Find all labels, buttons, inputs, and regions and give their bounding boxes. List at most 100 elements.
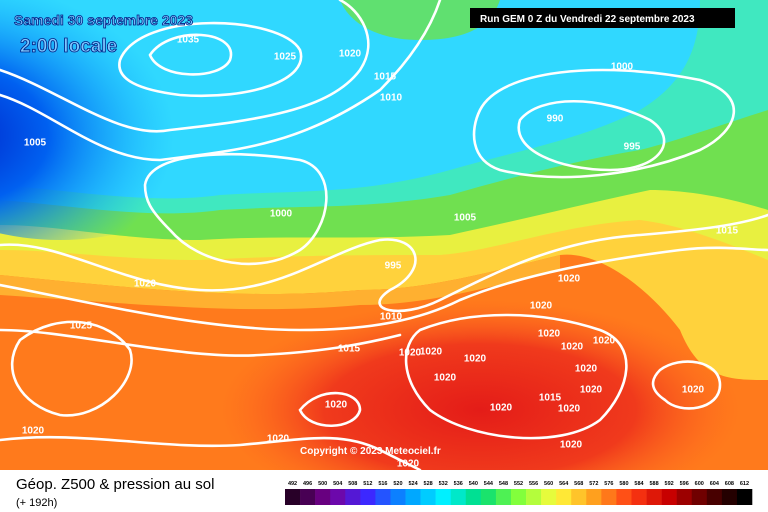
isobar-label: 1020 (464, 354, 487, 365)
isobar-label: 1015 (374, 72, 397, 83)
isobar-label: 1005 (454, 213, 477, 224)
legend-tick: 604 (710, 481, 720, 487)
legend-swatch (661, 489, 677, 505)
legend-swatch (541, 489, 557, 505)
legend-swatch (510, 489, 527, 505)
legend-tick: 532 (439, 481, 448, 487)
isobar-label: 1015 (716, 226, 739, 237)
legend-tick: 508 (348, 481, 357, 487)
isobar-label: 1020 (397, 459, 420, 470)
legend-tick: 596 (680, 481, 689, 487)
isobar-label: 1020 (134, 279, 157, 290)
run-info: Run GEM 0 Z du Vendredi 22 septembre 202… (480, 14, 695, 25)
legend-tick: 580 (619, 481, 628, 487)
legend-swatch (691, 489, 708, 505)
legend-tick: 528 (424, 481, 433, 487)
legend-swatch (285, 489, 301, 505)
legend-swatch (435, 489, 452, 505)
legend-tick: 520 (393, 481, 402, 487)
legend-swatch (390, 489, 406, 505)
isobar-label: 1005 (24, 138, 47, 149)
legend-swatch (616, 489, 632, 505)
legend-swatch (300, 489, 316, 505)
legend-tick: 588 (649, 481, 658, 487)
legend-swatch (330, 489, 346, 505)
isobar-label: 1020 (530, 301, 553, 312)
legend-tick: 568 (574, 481, 583, 487)
isobar-label: 1020 (558, 274, 581, 285)
isobar-label: 1020 (399, 348, 422, 359)
isobar-label: 1020 (593, 336, 616, 347)
legend-tick: 504 (333, 481, 343, 487)
isobar-label: 1010 (380, 93, 403, 104)
local-time: 2:00 locale (20, 36, 117, 57)
isobar-label: 1020 (325, 400, 348, 411)
legend-swatch (556, 489, 572, 505)
legend-tick: 572 (589, 481, 598, 487)
legend-tick: 492 (288, 481, 297, 487)
legend-tick: 524 (408, 481, 418, 487)
legend-swatch (480, 489, 497, 505)
footer-title: Géop. Z500 & pression au sol (16, 476, 214, 493)
legend-tick: 584 (634, 481, 644, 487)
isobar-label: 1000 (270, 209, 293, 220)
isobar-label: 1020 (575, 364, 598, 375)
isobar-label: 1025 (274, 52, 297, 63)
legend-swatch (405, 489, 421, 505)
legend-tick: 560 (544, 481, 553, 487)
isobar-label: 1035 (177, 35, 200, 46)
legend-tick: 548 (499, 481, 508, 487)
isobar-label: 995 (385, 261, 402, 272)
isobar-label: 1020 (580, 385, 603, 396)
isobar-label: 1015 (539, 393, 562, 404)
isobar-label: 1020 (22, 426, 45, 437)
legend-swatch (450, 489, 467, 505)
legend-swatch (721, 489, 738, 505)
legend-swatch (571, 489, 587, 505)
legend-swatch (676, 489, 693, 505)
legend-tick: 612 (740, 481, 749, 487)
isobar-label: 1020 (420, 347, 443, 358)
legend-swatch (345, 489, 361, 505)
legend-tick: 556 (529, 481, 538, 487)
legend-tick: 608 (725, 481, 734, 487)
legend-swatch (465, 489, 482, 505)
legend-tick: 536 (454, 481, 463, 487)
legend-swatch (375, 489, 391, 505)
legend: 492 496 500 504 508 512 516 520 524 528 532 536 540 5… (285, 481, 753, 505)
legend-swatch (631, 489, 647, 505)
legend-swatch (646, 489, 662, 505)
legend-tick: 600 (695, 481, 704, 487)
isobar-label: 1020 (490, 403, 513, 414)
isobar-label: 1020 (434, 373, 457, 384)
isobar-label: 1015 (338, 344, 361, 355)
isobar-label: 995 (624, 142, 641, 153)
legend-swatch (495, 489, 512, 505)
isobar-label: 1020 (682, 385, 705, 396)
run-box (470, 8, 735, 28)
legend-tick: 496 (303, 481, 312, 487)
legend-tick: 592 (665, 481, 674, 487)
date: Samedi 30 septembre 2023 (14, 12, 193, 28)
isobar-label: 1020 (538, 329, 561, 340)
isobar-label: 1020 (560, 440, 583, 451)
legend-tick: 544 (484, 481, 494, 487)
legend-tick: 512 (363, 481, 372, 487)
legend-tick: 576 (604, 481, 613, 487)
isobar-label: 1020 (558, 404, 581, 415)
copyright: Copyright © 2023 Meteociel.fr (300, 446, 441, 457)
legend-tick: 552 (514, 481, 523, 487)
isobar-label: 1020 (339, 49, 362, 60)
isobar-label: 1020 (561, 342, 584, 353)
legend-swatch (526, 489, 542, 505)
legend-tick: 500 (318, 481, 327, 487)
legend-swatch (601, 489, 617, 505)
legend-swatch (706, 489, 723, 505)
footer-lead: (+ 192h) (16, 497, 57, 509)
legend-swatch (420, 489, 436, 505)
isobar-label: 990 (547, 114, 564, 125)
legend-swatch (736, 489, 753, 505)
legend-tick: 516 (378, 481, 387, 487)
